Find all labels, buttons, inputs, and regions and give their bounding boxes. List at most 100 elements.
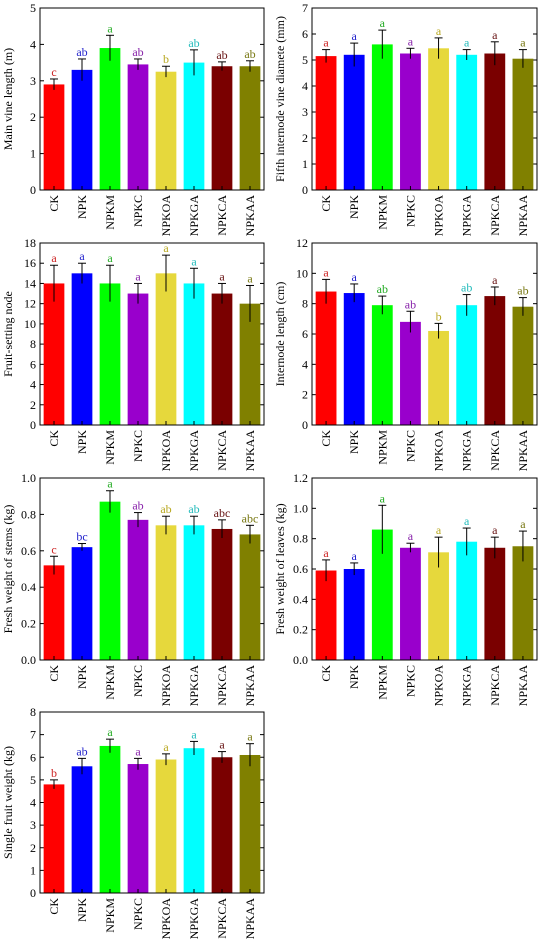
x-tick-label: CK — [319, 195, 333, 212]
bar — [484, 53, 506, 190]
y-tick-label: 6 — [302, 27, 308, 41]
significance-letter: a — [492, 28, 498, 42]
significance-letter: a — [492, 523, 498, 537]
x-tick-label: NPKGA — [187, 195, 201, 237]
significance-letter: a — [135, 744, 141, 758]
y-axis-label: Main vine length (m) — [1, 48, 15, 150]
y-tick-label: 5 — [302, 53, 308, 67]
significance-letter: b — [163, 52, 169, 66]
x-tick-label: NPKCA — [215, 195, 229, 236]
y-tick-label: 14 — [24, 276, 36, 290]
significance-letter: a — [107, 251, 113, 265]
x-tick-label: CK — [47, 898, 61, 915]
bar — [211, 293, 233, 425]
significance-letter: ab — [76, 45, 87, 59]
significance-letter: a — [492, 273, 498, 287]
bar — [127, 293, 149, 425]
x-tick-label: NPKM — [375, 430, 389, 465]
y-tick-label: 1 — [30, 863, 36, 877]
significance-letter: a — [163, 241, 169, 255]
bar — [43, 283, 65, 425]
significance-letter: a — [191, 727, 197, 741]
bar — [239, 754, 261, 893]
x-tick-label: NPKOA — [432, 195, 446, 237]
bar — [315, 56, 337, 190]
y-tick-label: 5 — [30, 773, 36, 787]
y-tick-label: 0.4 — [21, 580, 36, 594]
bar — [428, 330, 449, 425]
x-tick-label: NPKAA — [243, 665, 257, 707]
significance-letter: a — [163, 740, 169, 754]
y-tick-label: 12 — [24, 297, 36, 311]
x-tick-label: NPKC — [403, 195, 417, 227]
bar — [343, 54, 365, 190]
bar — [211, 528, 233, 660]
significance-letter: ab — [160, 502, 171, 516]
chart-panel: 0 1 2 3 4 5 6 7 a CK a NPK a NPKM a NPKC a NPKOA a NPKGA a NP… — [273, 1, 538, 237]
significance-letter: abc — [242, 511, 259, 525]
plot-frame — [39, 7, 265, 191]
y-tick-label: 6 — [302, 327, 308, 341]
significance-letter: a — [352, 549, 358, 563]
x-tick-label: NPKAA — [243, 195, 257, 237]
x-tick-label: NPKC — [131, 430, 145, 462]
bar — [400, 321, 421, 425]
y-tick-label: 3 — [302, 105, 308, 119]
bar — [512, 546, 534, 660]
bar — [155, 759, 177, 893]
chart-panel: 0 1 2 3 4 5 c CK ab NPK a NPKM ab NPKC b NPKOA ab NPKGA ab… — [1, 1, 265, 237]
significance-letter: a — [323, 265, 329, 279]
bar — [371, 529, 393, 660]
significance-letter: c — [51, 65, 56, 79]
x-tick-label: NPK — [75, 195, 89, 219]
y-tick-label: 2 — [302, 131, 308, 145]
y-tick-label: 0.8 — [293, 532, 308, 546]
significance-letter: a — [247, 271, 253, 285]
bar — [43, 784, 65, 893]
bar — [43, 84, 65, 190]
significance-letter: a — [247, 730, 253, 744]
significance-letter: a — [107, 477, 113, 491]
y-tick-label: 2 — [30, 110, 36, 124]
y-tick-label: 0 — [30, 418, 36, 432]
y-tick-label: 4 — [30, 796, 36, 810]
significance-letter: ab — [377, 282, 388, 296]
y-tick-label: 1.0 — [293, 501, 308, 515]
x-tick-label: NPK — [75, 898, 89, 922]
bar — [99, 48, 121, 190]
significance-letter: a — [352, 29, 358, 43]
significance-letter: a — [436, 523, 442, 537]
significance-letter: a — [135, 269, 141, 283]
x-tick-label: CK — [47, 665, 61, 682]
x-tick-label: NPKCA — [488, 195, 502, 236]
x-tick-label: NPKAA — [516, 665, 530, 707]
x-tick-label: NPKOA — [159, 195, 173, 237]
bar — [512, 306, 534, 425]
significance-letter: ab — [132, 45, 143, 59]
y-tick-label: 4 — [30, 378, 36, 392]
significance-letter: a — [380, 16, 386, 30]
y-tick-label: 8 — [30, 337, 36, 351]
bar — [155, 71, 177, 190]
bar — [99, 745, 121, 893]
y-tick-label: 0.2 — [293, 623, 308, 637]
bar — [343, 293, 365, 425]
significance-letter: a — [191, 254, 197, 268]
y-axis-label: Fresh weight of leaves (kg) — [273, 503, 287, 634]
y-tick-label: 0.8 — [21, 507, 36, 521]
bar — [71, 273, 93, 425]
significance-letter: b — [436, 309, 442, 323]
chart-panel: 0 2 4 6 8 10 12 a CK a NPK ab NPKM ab NPKC b NPKOA ab NPKG… — [273, 236, 538, 472]
x-tick-label: NPKM — [103, 430, 117, 465]
significance-letter: ab — [188, 502, 199, 516]
x-tick-label: NPKCA — [488, 665, 502, 706]
significance-letter: ab — [461, 281, 472, 295]
y-axis-label: Internode length (cm) — [273, 282, 287, 387]
y-tick-label: 0 — [302, 183, 308, 197]
bar — [315, 570, 337, 660]
significance-letter: ab — [188, 36, 199, 50]
x-tick-label: NPKAA — [516, 430, 530, 472]
x-tick-label: NPK — [347, 195, 361, 219]
significance-letter: ab — [244, 47, 255, 61]
chart-panel: 0 2 4 6 8 10 12 14 16 18 a CK a NPK a NPKM a NPKC a NPKOA a N… — [1, 236, 265, 471]
